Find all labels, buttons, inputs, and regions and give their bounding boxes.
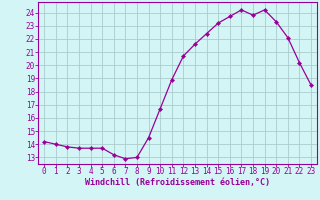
- X-axis label: Windchill (Refroidissement éolien,°C): Windchill (Refroidissement éolien,°C): [85, 178, 270, 187]
